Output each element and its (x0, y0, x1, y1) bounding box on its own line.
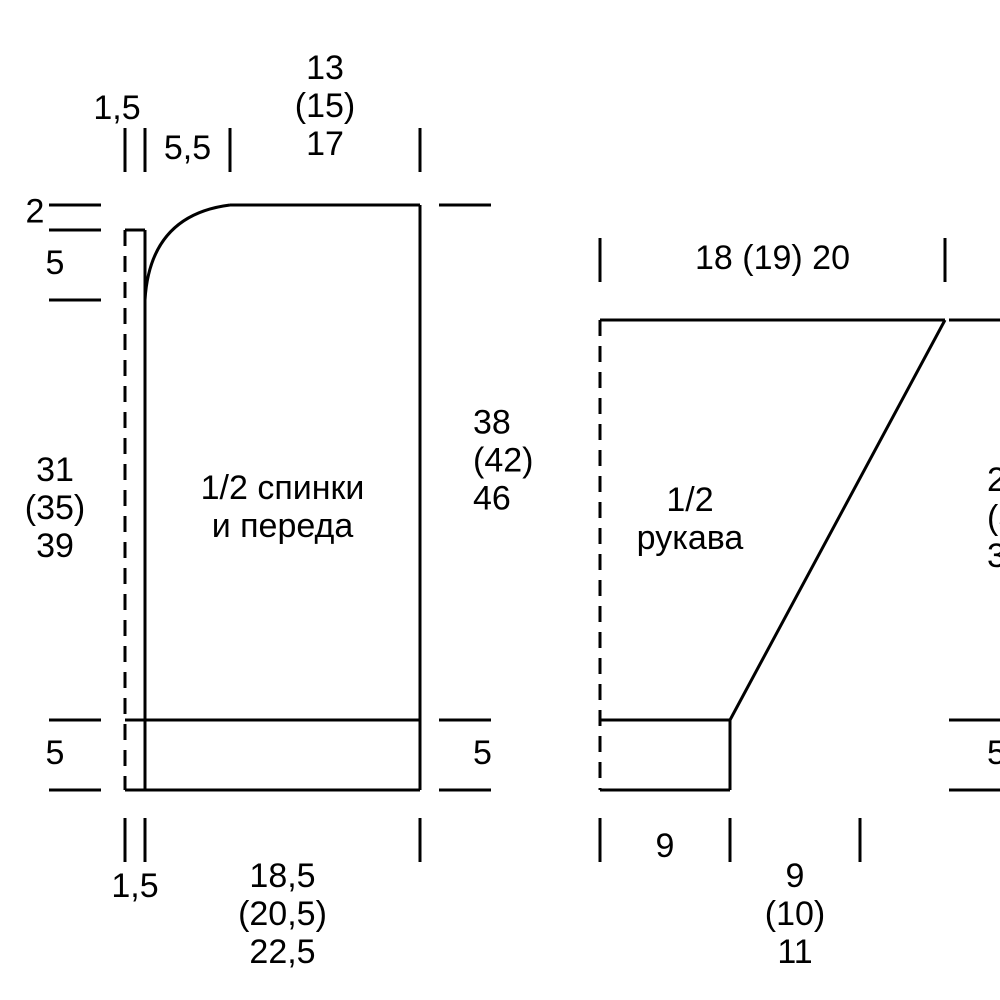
dim-top-width-3: 17 (306, 125, 344, 163)
dim-bottom-w-3: 22,5 (249, 933, 315, 971)
dim-top-width-1: 13 (306, 49, 344, 87)
sleeve-bottom-r2: (10) (765, 895, 825, 933)
sleeve-label-1: 1/2 (666, 481, 713, 519)
sleeve-right-cuff: 5 (987, 734, 1000, 772)
sleeve-bottom-r1: 9 (786, 857, 805, 895)
dim-left-neck-h: 2 (26, 192, 45, 230)
sleeve-top-width: 18 (19) 20 (695, 239, 850, 277)
sleeve-right-3: 33 (987, 537, 1000, 575)
body-label-2: и переда (212, 507, 354, 545)
dim-left-side-3: 39 (36, 527, 74, 565)
dim-left-side-2: (35) (25, 489, 85, 527)
dim-right-side-1: 38 (473, 403, 511, 441)
sleeve-label-2: рукава (637, 519, 744, 557)
sleeve-right-1: 28 (987, 461, 1000, 499)
dim-top-neck-width: 5,5 (164, 129, 211, 167)
dim-bottom-inset: 1,5 (111, 867, 158, 905)
dim-right-side-2: (42) (473, 441, 533, 479)
dim-top-shoulder-drop: 1,5 (93, 89, 140, 127)
dim-left-armhole-h: 5 (46, 244, 65, 282)
dim-bottom-w-1: 18,5 (249, 857, 315, 895)
sleeve-right-2: (30) (987, 499, 1000, 537)
sleeve-bottom-left: 9 (656, 827, 675, 865)
sleeve-bottom-r3: 11 (777, 933, 812, 971)
dim-right-cuff-h: 5 (473, 734, 492, 772)
dim-left-cuff-h: 5 (46, 734, 65, 772)
dim-top-width-2: (15) (295, 87, 355, 125)
dim-bottom-w-2: (20,5) (238, 895, 327, 933)
dim-left-side-1: 31 (36, 451, 74, 489)
dim-right-side-3: 46 (473, 479, 511, 517)
body-label-1: 1/2 спинки (201, 469, 365, 507)
